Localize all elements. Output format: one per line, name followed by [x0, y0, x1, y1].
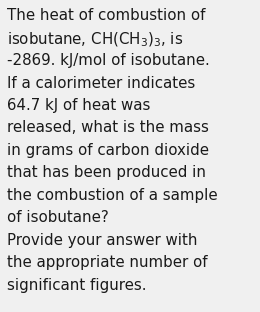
Text: the combustion of a sample: the combustion of a sample	[7, 188, 218, 203]
Text: The heat of combustion of: The heat of combustion of	[7, 8, 205, 23]
Text: isobutane, CH(CH$_3$)$_3$, is: isobutane, CH(CH$_3$)$_3$, is	[7, 31, 183, 49]
Text: -2869. kJ/mol of isobutane.: -2869. kJ/mol of isobutane.	[7, 53, 210, 68]
Text: released, what is the mass: released, what is the mass	[7, 120, 209, 135]
Text: of isobutane?: of isobutane?	[7, 211, 109, 226]
Text: the appropriate number of: the appropriate number of	[7, 256, 208, 271]
Text: in grams of carbon dioxide: in grams of carbon dioxide	[7, 143, 209, 158]
Text: that has been produced in: that has been produced in	[7, 165, 206, 181]
Text: significant figures.: significant figures.	[7, 278, 146, 293]
Text: If a calorimeter indicates: If a calorimeter indicates	[7, 76, 195, 90]
Text: Provide your answer with: Provide your answer with	[7, 233, 198, 248]
Text: 64.7 kJ of heat was: 64.7 kJ of heat was	[7, 98, 150, 113]
